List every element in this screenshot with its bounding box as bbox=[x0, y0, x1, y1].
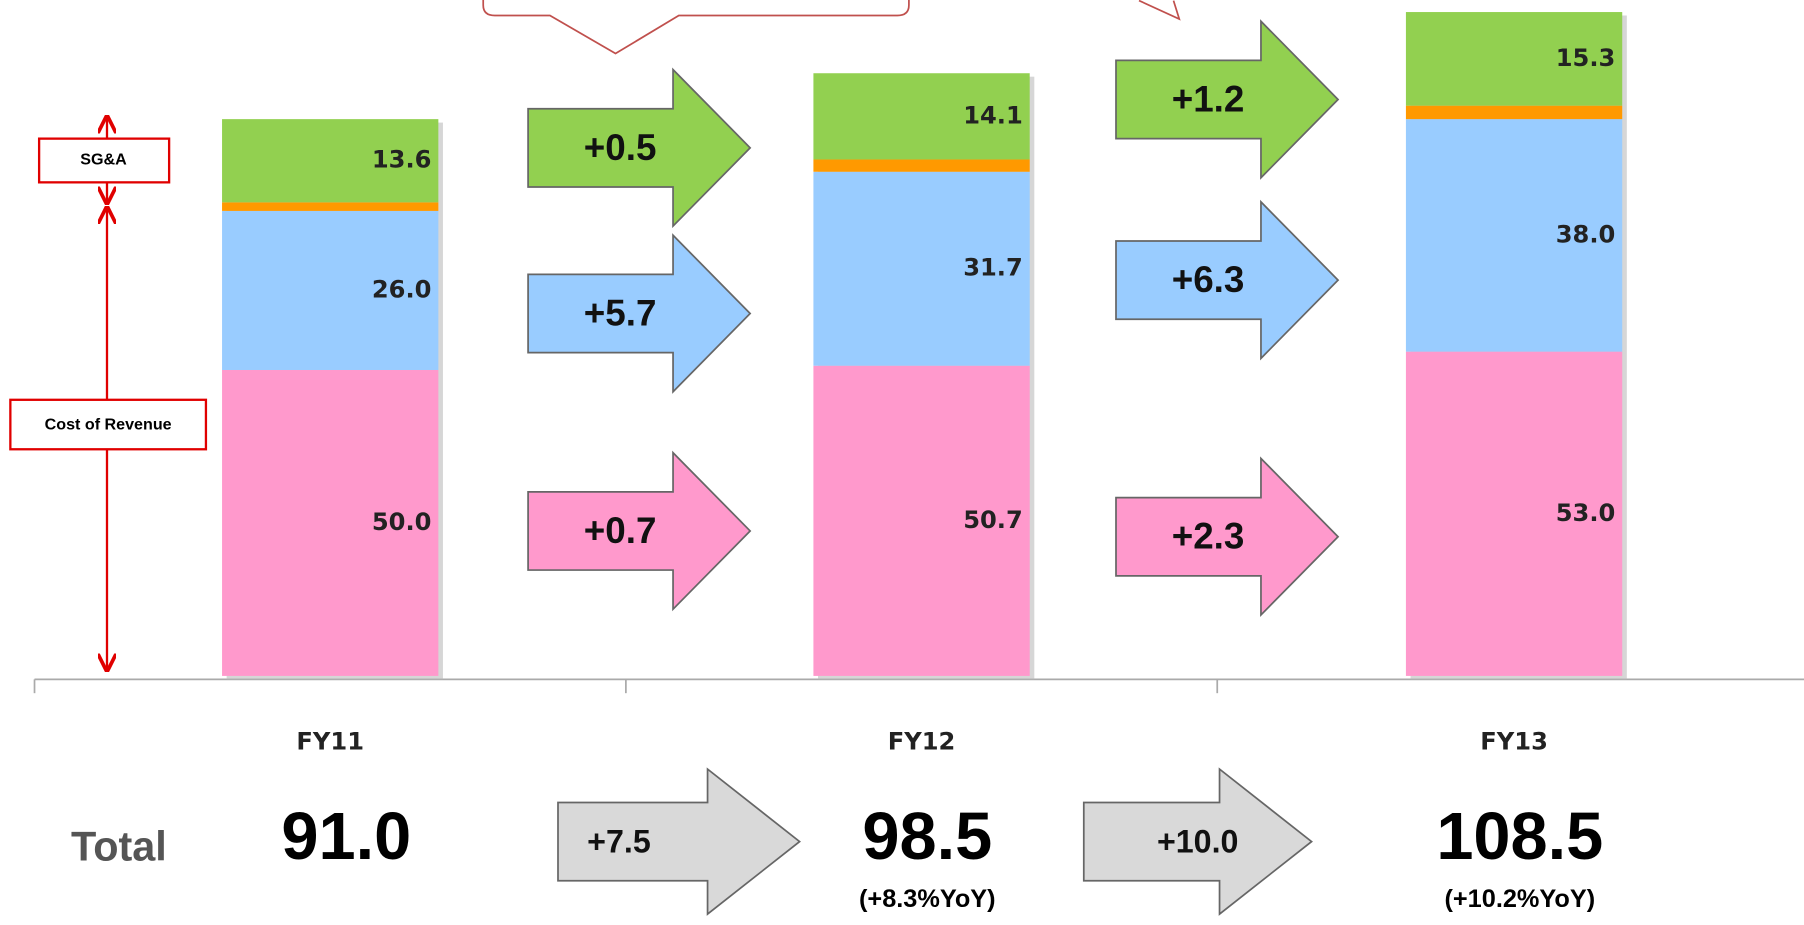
yoy-label: (+8.3%YoY) bbox=[859, 885, 996, 913]
bar-segment bbox=[813, 365, 1030, 676]
bar-segment bbox=[813, 171, 1030, 366]
bracket-label: Cost of Revenue bbox=[45, 415, 172, 433]
change-arrow bbox=[1115, 456, 1340, 618]
x-tick-label: FY11 bbox=[296, 728, 364, 756]
bar-segment bbox=[813, 73, 1030, 160]
value-label: 38.0 bbox=[1556, 220, 1616, 248]
change-label: +5.7 bbox=[584, 293, 657, 334]
value-label: 31.7 bbox=[963, 254, 1023, 282]
total-value: 108.5 bbox=[1436, 800, 1603, 874]
bracket-label: SG&A bbox=[80, 151, 127, 169]
change-label: +2.3 bbox=[1172, 516, 1245, 557]
callout bbox=[482, 0, 910, 55]
yoy-label: (+10.2%YoY) bbox=[1444, 885, 1595, 913]
total-arrow bbox=[557, 767, 801, 916]
value-label: 15.3 bbox=[1556, 44, 1616, 72]
change-label: +0.5 bbox=[584, 127, 657, 168]
total-value: 91.0 bbox=[281, 800, 411, 874]
bar-segment bbox=[222, 210, 439, 370]
bar-segment bbox=[222, 119, 439, 203]
bar-segment bbox=[1405, 351, 1623, 676]
bar-segment bbox=[1405, 12, 1623, 106]
bar-segment bbox=[1405, 119, 1623, 352]
change-arrow bbox=[1115, 19, 1340, 180]
change-arrow bbox=[1115, 199, 1340, 361]
bar-segment bbox=[222, 202, 439, 211]
callout bbox=[1138, 0, 1181, 21]
change-label: +6.3 bbox=[1172, 259, 1245, 300]
change-arrow bbox=[527, 67, 752, 229]
change-arrow bbox=[527, 450, 752, 612]
total-value: 98.5 bbox=[862, 800, 992, 874]
value-label: 50.0 bbox=[372, 508, 432, 536]
total-change: +10.0 bbox=[1157, 823, 1238, 859]
value-label: 13.6 bbox=[372, 146, 432, 174]
value-label: 53.0 bbox=[1556, 499, 1616, 527]
x-tick-label: FY12 bbox=[888, 728, 956, 756]
bracket-box bbox=[37, 137, 171, 184]
bar-segment bbox=[813, 159, 1030, 172]
total-label: Total bbox=[71, 824, 167, 870]
value-label: 14.1 bbox=[963, 101, 1023, 129]
x-tick-label: FY13 bbox=[1480, 728, 1548, 756]
value-label: 26.0 bbox=[372, 275, 432, 303]
total-change: +7.5 bbox=[587, 823, 651, 859]
bar-segment bbox=[222, 369, 439, 676]
change-arrow bbox=[527, 233, 752, 394]
change-label: +1.2 bbox=[1172, 79, 1245, 120]
bar-segment bbox=[1405, 105, 1623, 120]
bracket-box bbox=[9, 398, 208, 451]
value-label: 50.7 bbox=[963, 506, 1023, 534]
change-label: +0.7 bbox=[584, 510, 657, 551]
total-arrow bbox=[1082, 767, 1313, 916]
